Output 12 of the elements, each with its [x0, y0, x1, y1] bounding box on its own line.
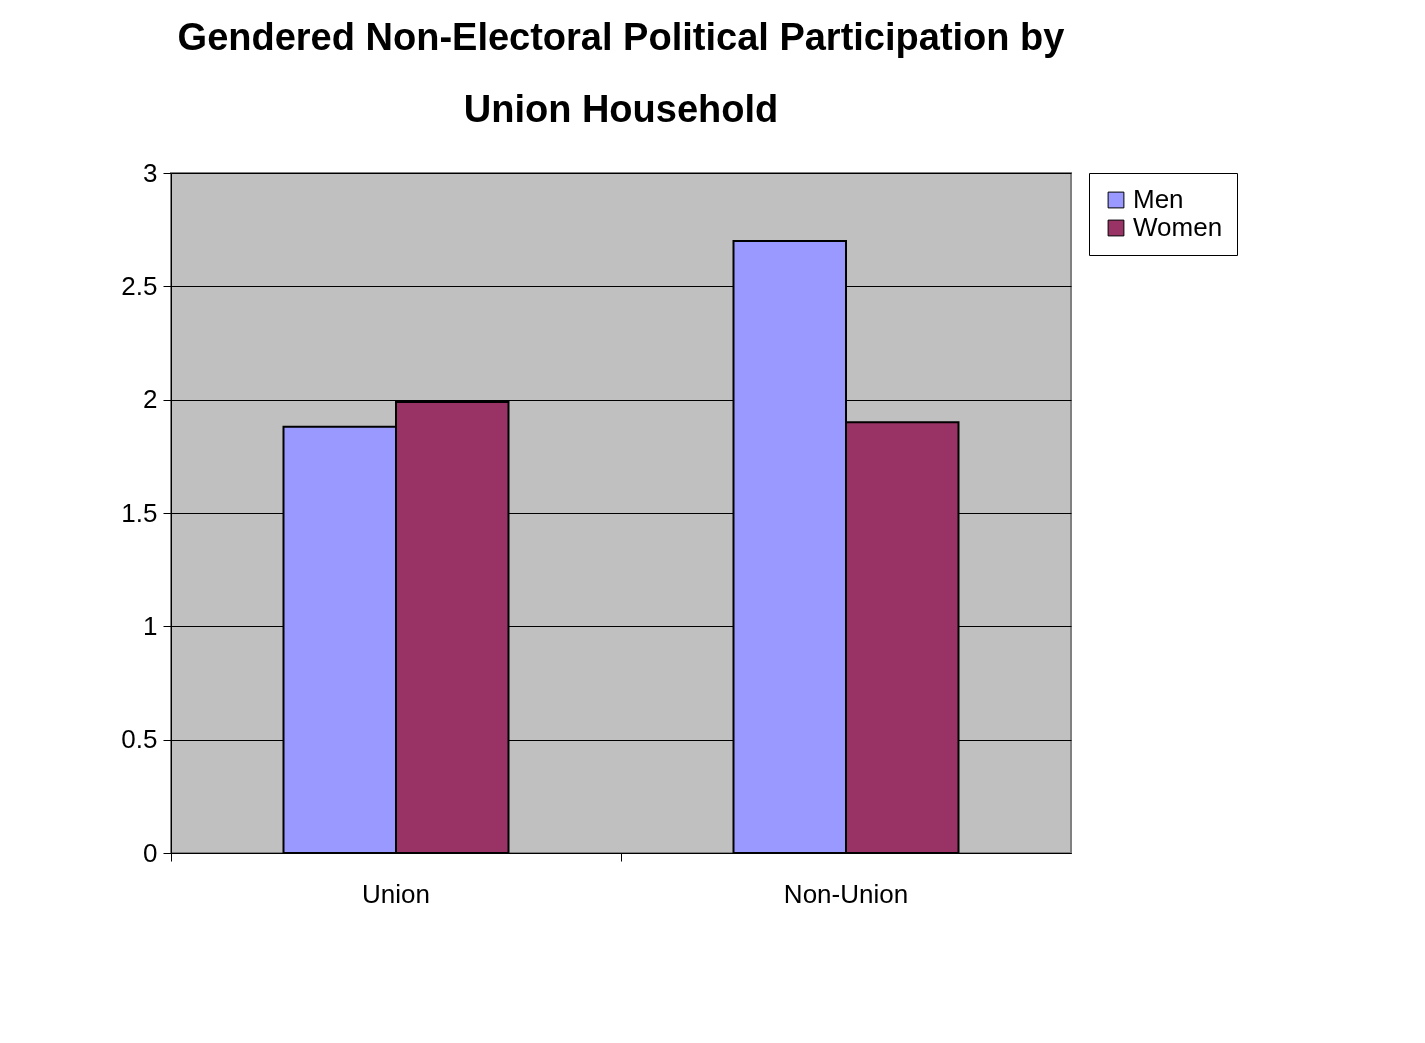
y-tick-label: 2 — [143, 384, 158, 415]
x-tick-label: Non-Union — [783, 878, 909, 909]
legend-label: Women — [1133, 212, 1223, 242]
y-tick-label: 2.5 — [121, 270, 158, 301]
chart-title: Gendered Non-Electoral Political Participation by Union Household — [177, 16, 1065, 130]
y-tick-label: 0.5 — [121, 724, 158, 755]
y-tick-label: 1 — [143, 610, 158, 641]
legend-label: Men — [1133, 184, 1184, 214]
y-tick-label: 3 — [143, 157, 158, 188]
x-tick-label: Union — [362, 878, 430, 909]
y-tick-label: 0 — [143, 837, 158, 868]
y-tick-label: 1.5 — [121, 497, 158, 528]
